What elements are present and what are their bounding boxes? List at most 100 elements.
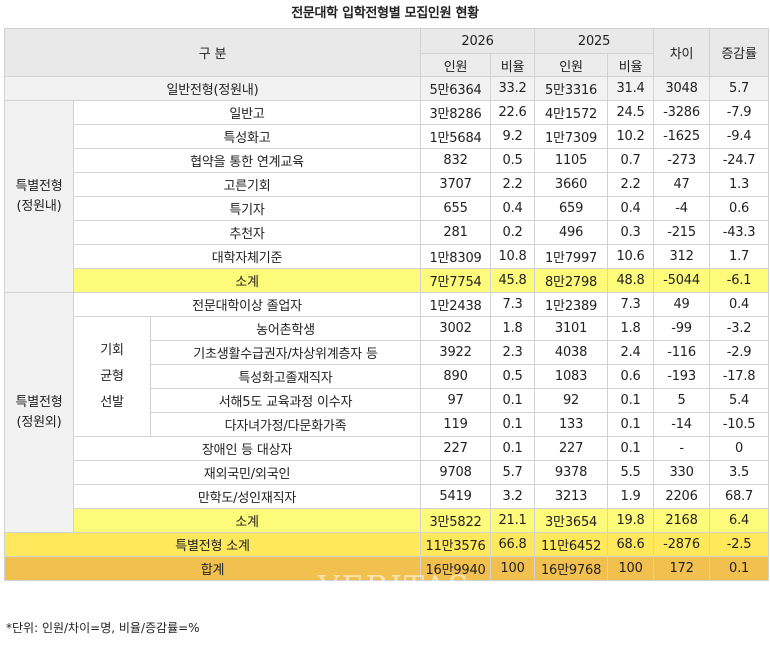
cell-r26: 0.4 [490,196,536,221]
table-row: 다자녀가정/다문화가족 119 0.1 133 0.1 -14 -10.5 [5,412,770,437]
cell-n26: 890 [420,364,492,389]
special-total-row: 특별전형 소계 11만3576 66.8 11만6452 68.6 -2876 -2.5 [3,532,770,557]
cell-diff: 2206 [653,484,711,509]
cell-diff: 172 [653,556,711,581]
cell-rate: 3.5 [709,460,770,485]
cell-r25: 48.8 [607,268,655,293]
cell-diff: -4 [653,196,711,221]
cell-n26: 1만5684 [420,124,492,149]
cell-n25: 227 [534,436,609,461]
table-row: 기회 균형 선발 농어촌학생 3002 1.8 3101 1.8 -99 -3.2 [5,316,770,437]
table-row: 장애인 등 대상자 227 0.1 227 0.1-0 [5,436,770,461]
cell-diff: 3048 [653,76,711,101]
row-label: 합계 [3,556,422,581]
cell-r26: 0.1 [490,388,536,413]
cell-n26: 281 [420,220,492,245]
cell-r25: 0.6 [607,364,655,389]
cell-r25: 0.1 [607,412,655,437]
cell-n25: 4038 [534,340,609,365]
cell-n26: 3002 [420,316,492,341]
cell-n25: 1083 [534,364,609,389]
cell-diff: -1625 [653,124,711,149]
cell-n26: 3707 [420,172,492,197]
header-count-2025: 인원 [534,53,609,77]
cell-n25: 1만7309 [534,124,609,149]
group-label-line: 선발 [100,394,124,410]
cell-r25: 0.7 [607,148,655,173]
cell-n26: 3만5822 [420,508,492,533]
cell-r25: 0.1 [607,388,655,413]
table-row: 만학도/성인재직자 5419 3.2 3213 1.9 2206 68.7 [5,484,770,509]
cell-r26: 66.8 [490,532,536,557]
cell-rate: -7.9 [709,100,770,125]
row-label: 특성화고졸재직자 [149,364,422,389]
row-label: 기초생활수급권자/차상위계층자 등 [149,340,422,365]
cell-r26: 9.2 [490,124,536,149]
cell-r26: 0.1 [490,436,536,461]
cell-rate: -10.5 [709,412,770,437]
cell-n25: 133 [534,412,609,437]
header-row-years: 구 분 2026 2025 차이 증감률 [3,28,770,77]
cell-r25: 24.5 [607,100,655,125]
cell-rate: -43.3 [709,220,770,245]
cell-n25: 16만9768 [534,556,609,581]
cell-diff: -3286 [653,100,711,125]
row-label: 서해5도 교육과정 이수자 [149,388,422,413]
cell-n25: 5만3316 [534,76,609,101]
row-label: 특성화고 [72,124,422,149]
cell-r26: 1.8 [490,316,536,341]
cell-rate: -24.7 [709,148,770,173]
cell-n25: 1105 [534,148,609,173]
subtotal-row: 소계 7만7754 45.8 8만2798 48.8 -5044 -6.1 [5,268,770,293]
row-label: 소계 [72,268,422,293]
table-row: 특성화고 1만5684 9.2 1만7309 10.2 -1625 -9.4 [5,124,770,149]
cell-r26: 10.8 [490,244,536,269]
table-row: 특성화고졸재직자 890 0.5 1083 0.6 -193 -17.8 [5,364,770,389]
group-label-line: 균형 [100,368,124,384]
cell-n26: 1만8309 [420,244,492,269]
row-label: 소계 [72,508,422,533]
row-label: 농어촌학생 [149,316,422,341]
row-label: 협약을 통한 연계교육 [72,148,422,173]
cell-r26: 5.7 [490,460,536,485]
cell-n25: 3101 [534,316,609,341]
table-row: 특기자 655 0.4 659 0.4 -4 0.6 [5,196,770,221]
cell-rate: 6.4 [709,508,770,533]
cell-n26: 97 [420,388,492,413]
cell-diff: - [653,436,711,461]
table-row: 고른기회 3707 2.2 3660 2.2 47 1.3 [5,172,770,197]
cell-rate: -3.2 [709,316,770,341]
cell-r26: 0.2 [490,220,536,245]
group-label-line: 특별전형 [15,178,63,194]
cell-n26: 5419 [420,484,492,509]
row-label: 특별전형 소계 [3,532,422,557]
row-label: 전문대학이상 졸업자 [72,292,422,317]
cell-r26: 7.3 [490,292,536,317]
header-rate: 증감률 [709,28,770,77]
cell-n26: 3만8286 [420,100,492,125]
group-label-line: 기회 [100,342,124,358]
row-label: 장애인 등 대상자 [72,436,422,461]
cell-rate: -2.9 [709,340,770,365]
cell-n25: 1만7997 [534,244,609,269]
cell-rate: 68.7 [709,484,770,509]
row-label: 일반고 [72,100,422,125]
cell-diff: -2876 [653,532,711,557]
cell-n25: 3660 [534,172,609,197]
cell-n26: 3922 [420,340,492,365]
cell-r25: 19.8 [607,508,655,533]
table-row: 서해5도 교육과정 이수자 97 0.1 92 0.1 5 5.4 [5,388,770,413]
row-label: 다자녀가정/다문화가족 [149,412,422,437]
cell-r25: 68.6 [607,532,655,557]
cell-n25: 92 [534,388,609,413]
footnote: *단위: 인원/차이=명, 비율/증감률=% [6,621,200,635]
header-diff: 차이 [653,28,711,77]
cell-diff: 330 [653,460,711,485]
group-label-line: (정원외) [16,414,62,430]
row-label: 대학자체기준 [72,244,422,269]
group-label-line: 특별전형 [15,394,63,410]
cell-r26: 2.3 [490,340,536,365]
cell-r26: 100 [490,556,536,581]
cell-n26: 16만9940 [420,556,492,581]
table-row: 대학자체기준 1만8309 10.8 1만7997 10.6 312 1.7 [5,244,770,269]
